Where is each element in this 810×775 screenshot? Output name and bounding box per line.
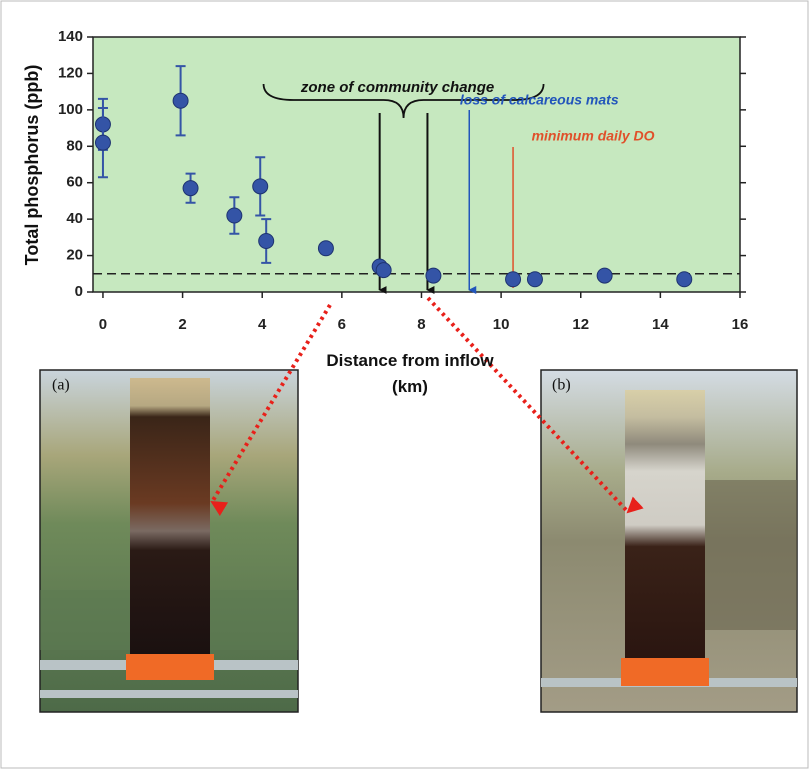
x-tick-label: 2 <box>178 316 186 333</box>
data-point <box>597 268 612 283</box>
x-tick-label: 8 <box>417 316 425 333</box>
plot-area <box>93 37 740 292</box>
data-point <box>376 263 391 278</box>
x-tick-label: 4 <box>258 316 267 333</box>
x-tick-label: 10 <box>493 316 510 333</box>
data-point <box>95 135 110 150</box>
photo-label: (a) <box>52 377 70 394</box>
data-point <box>259 234 274 249</box>
y-tick-label: 0 <box>75 283 83 300</box>
photo-b: (b) <box>541 370 797 712</box>
y-tick-label: 100 <box>58 101 83 118</box>
y-axis-label: Total phosphorus (ppb) <box>22 65 42 266</box>
data-point <box>426 268 441 283</box>
annotation: minimum daily DO <box>532 128 655 144</box>
data-point <box>253 179 268 194</box>
y-tick-label: 140 <box>58 28 83 45</box>
photo-a: (a) <box>40 370 298 712</box>
x-tick-label: 0 <box>99 316 107 333</box>
data-point <box>173 93 188 108</box>
annotation: loss of calcareous mats <box>460 92 619 108</box>
x-tick-label: 16 <box>732 316 749 333</box>
x-tick-label: 14 <box>652 316 669 333</box>
x-tick-label: 12 <box>572 316 589 333</box>
data-point <box>318 241 333 256</box>
x-axis-label: Distance from inflow (km) <box>310 348 510 400</box>
data-point <box>183 181 198 196</box>
y-tick-label: 60 <box>66 174 83 191</box>
y-tick-label: 120 <box>58 64 83 81</box>
photo-label: (b) <box>552 377 571 394</box>
data-point <box>527 272 542 287</box>
figure: (a) (b) Total phosphorus (ppb) 020406080… <box>0 0 810 770</box>
y-tick-label: 40 <box>66 210 83 227</box>
data-point <box>506 272 521 287</box>
y-tick-label: 80 <box>66 137 83 154</box>
data-point <box>227 208 242 223</box>
x-tick-label: 6 <box>338 316 346 333</box>
y-tick-label: 20 <box>66 247 83 264</box>
data-point <box>677 272 692 287</box>
